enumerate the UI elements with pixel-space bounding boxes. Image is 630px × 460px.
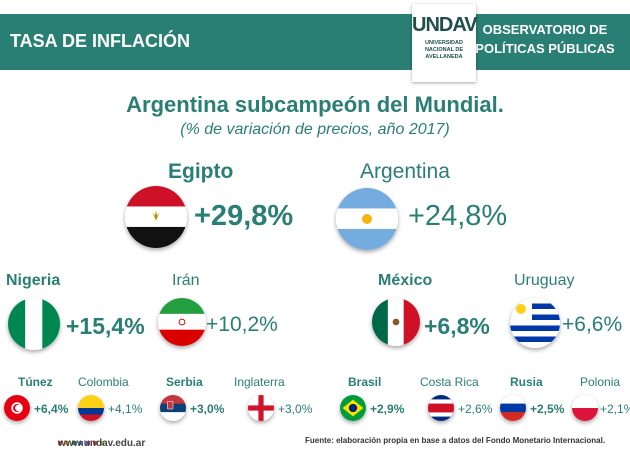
footer-source: Fuente: elaboración propia en base a dat…: [305, 436, 606, 445]
logo-wordmark: UNDAV: [412, 14, 478, 36]
country-label-inglaterra: Inglaterra: [234, 375, 285, 389]
chart-title: Argentina subcampeón del Mundial.: [126, 92, 504, 117]
country-label-uruguay: Uruguay: [514, 272, 575, 289]
observatorio-title: OBSERVATORIO DE POLÍTICAS PÚBLICAS: [470, 20, 620, 58]
flag-egipto-icon: [125, 186, 187, 248]
value-label-colombia: +4,1%: [108, 402, 143, 416]
country-label-rusia: Rusia: [510, 375, 543, 389]
country-label-argentina: Argentina: [360, 160, 450, 183]
logo-line-1: UNIVERSIDAD: [425, 40, 463, 46]
country-label-polonia: Polonia: [580, 375, 621, 389]
undav-logo: UNDAV UNIVERSIDAD NACIONAL DE AVELLANEDA: [412, 4, 478, 82]
value-label-rusia: +2,5%: [530, 402, 565, 416]
observatorio-line-1: OBSERVATORIO DE: [482, 22, 608, 37]
observatorio-line-2: POLÍTICAS PÚBLICAS: [475, 41, 615, 56]
flag-argentina-icon: [336, 188, 398, 250]
flag-colombia-icon: [78, 395, 104, 421]
country-label-iran: Irán: [172, 272, 200, 289]
flag-brasil-icon: [340, 395, 366, 421]
country-label-colombia: Colombia: [78, 375, 129, 389]
flag-inglaterra-icon: [248, 395, 274, 421]
value-label-argentina: +24,8%: [408, 200, 508, 232]
value-label-nigeria: +15,4%: [66, 313, 145, 339]
country-label-serbia: Serbia: [166, 375, 203, 389]
country-label-brasil: Brasil: [348, 375, 382, 389]
value-label-iran: +10,2%: [206, 313, 278, 336]
country-label-mexico: México: [378, 272, 433, 289]
chart-subtitle: (% de variación de precios, año 2017): [180, 121, 450, 138]
country-label-nigeria: Nigeria: [6, 272, 61, 289]
value-label-egipto: +29,8%: [194, 200, 294, 232]
footer-url: www.undav.edu.ar: [58, 438, 146, 449]
flag-mexico-icon: [372, 298, 420, 346]
value-label-brasil: +2,9%: [370, 402, 405, 416]
flag-tunez-icon: [4, 395, 30, 421]
header-title: TASA DE INFLACIÓN: [10, 31, 190, 51]
country-label-costa-rica: Costa Rica: [420, 375, 479, 389]
country-label-egipto: Egipto: [168, 160, 234, 183]
value-label-tunez: +6,4%: [34, 402, 69, 416]
value-label-serbia: +3,0%: [190, 402, 225, 416]
value-label-uruguay: +6,6%: [562, 313, 623, 336]
value-label-mexico: +6,8%: [424, 313, 490, 339]
header-bar: TASA DE INFLACIÓN OBSERVATORIO DE POLÍTI…: [0, 14, 630, 70]
flag-costa-rica-icon: [428, 395, 454, 421]
flag-polonia-icon: [572, 395, 598, 421]
value-label-polonia: +2,1%: [600, 402, 630, 416]
logo-line-3: AVELLANEDA: [425, 54, 463, 60]
flag-rusia-icon: [500, 395, 526, 421]
brand-dots: [58, 432, 107, 450]
logo-line-2: NACIONAL DE: [424, 47, 464, 53]
flag-uruguay-icon: [510, 298, 560, 348]
flag-nigeria-icon: [8, 298, 60, 350]
value-label-inglaterra: +3,0%: [278, 402, 313, 416]
value-label-costa-rica: +2,6%: [458, 402, 493, 416]
flag-iran-icon: [158, 298, 206, 346]
country-label-tunez: Túnez: [18, 375, 53, 389]
flag-serbia-icon: [160, 395, 186, 421]
